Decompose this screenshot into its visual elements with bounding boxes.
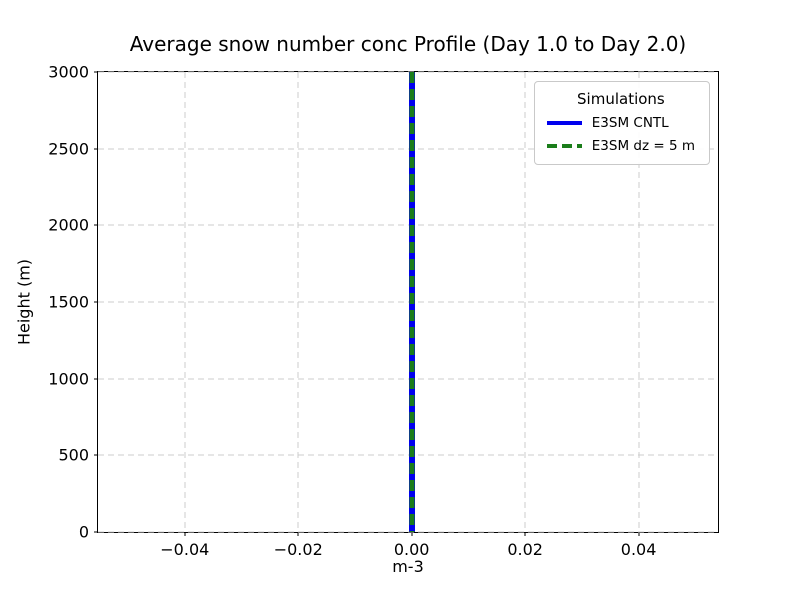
y-tick-label: 1500 [48, 292, 89, 312]
legend-entry-e3sm-dz-5-m: E3SM dz = 5 m [546, 138, 695, 154]
y-tick-label: 2000 [48, 215, 89, 235]
x-tick-label: 0.02 [507, 540, 543, 559]
plot-area: Simulations E3SM CNTL E3SM dz = 5 m −0.04… [48, 63, 719, 559]
x-tick-label: −0.04 [160, 540, 210, 559]
gridline-horizontal [98, 224, 718, 226]
gridline-horizontal [98, 301, 718, 303]
y-tick-label: 2500 [48, 139, 89, 159]
x-axis-label: m-3 [392, 557, 424, 576]
legend-entry-e3sm-cntl: E3SM CNTL [546, 115, 695, 131]
y-tick-mark [94, 224, 98, 226]
gridline-horizontal [98, 454, 718, 456]
y-tick-label: 0 [78, 522, 89, 542]
y-tick-label: 3000 [48, 62, 89, 82]
series-line-e3sm-dz-5-m [409, 72, 415, 532]
y-tick-mark [94, 454, 98, 456]
x-tick-mark [297, 532, 299, 536]
y-tick-mark [94, 71, 98, 73]
y-tick-mark [94, 148, 98, 150]
y-tick-mark [94, 301, 98, 303]
legend: Simulations E3SM CNTL E3SM dz = 5 m [533, 81, 710, 165]
legend-entries: E3SM CNTL E3SM dz = 5 m [546, 115, 695, 154]
legend-entry-label: E3SM CNTL [591, 115, 669, 131]
x-tick-label: 0.00 [393, 540, 430, 559]
legend-entry-label: E3SM dz = 5 m [591, 138, 695, 154]
x-tick-mark [184, 532, 186, 536]
x-tick-mark [524, 532, 526, 536]
y-axis-label: Height (m) [14, 258, 34, 346]
y-tick-mark [94, 531, 98, 533]
gridline-horizontal [98, 148, 718, 150]
y-tick-label: 1000 [48, 369, 89, 389]
x-tick-mark [411, 532, 413, 536]
chart-title: Average snow number conc Profile (Day 1.… [129, 32, 687, 56]
legend-line-sample-e3sm-cntl [546, 121, 582, 125]
x-tick-mark [638, 532, 640, 536]
y-tick-mark [94, 378, 98, 380]
legend-title: Simulations [577, 90, 665, 108]
x-tick-label: 0.04 [620, 540, 657, 559]
legend-line-sample-e3sm-dz-5-m [546, 144, 582, 148]
y-tick-label: 500 [58, 445, 89, 465]
x-tick-label: −0.02 [273, 540, 323, 559]
gridline-horizontal [98, 378, 718, 380]
gridline-horizontal [98, 531, 718, 533]
gridline-horizontal [98, 71, 718, 73]
